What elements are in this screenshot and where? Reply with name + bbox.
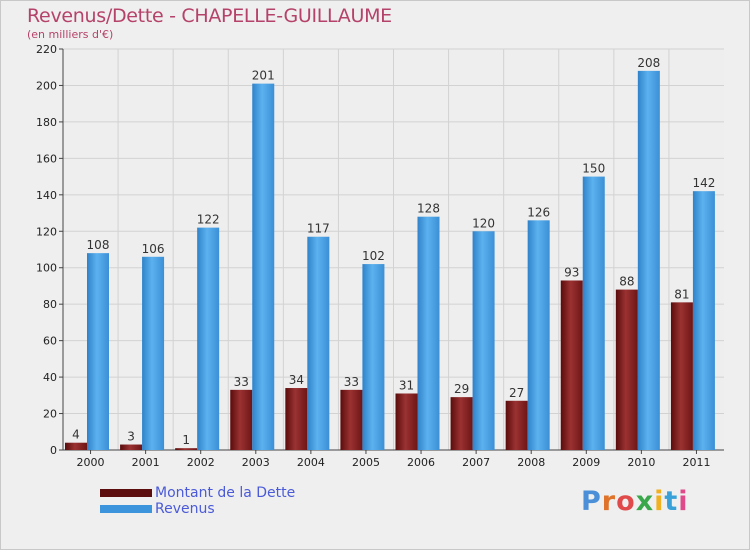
- x-tick-label: 2000: [77, 456, 105, 469]
- data-label-revenus: 106: [142, 242, 165, 256]
- legend-swatch-revenus: [100, 505, 152, 513]
- y-tick-label: 160: [36, 152, 57, 165]
- y-tick-label: 120: [36, 225, 57, 238]
- bar-revenus: [637, 70, 660, 450]
- x-tick-label: 2006: [407, 456, 435, 469]
- y-tick-label: 20: [43, 408, 57, 421]
- data-label-revenus: 117: [307, 222, 330, 236]
- data-label-revenus: 108: [87, 238, 110, 252]
- data-label-revenus: 122: [197, 213, 220, 227]
- bar-dette: [230, 389, 253, 450]
- data-label-dette: 81: [674, 287, 689, 301]
- bar-dette: [450, 397, 473, 450]
- x-tick-label: 2004: [297, 456, 325, 469]
- data-label-dette: 33: [234, 375, 249, 389]
- chart-subtitle: (en milliers d'€): [27, 28, 114, 41]
- bar-dette: [670, 302, 693, 450]
- data-label-dette: 33: [344, 375, 359, 389]
- x-tick-label: 2009: [572, 456, 600, 469]
- bar-revenus: [582, 176, 605, 450]
- bar-dette: [615, 289, 638, 450]
- y-tick-label: 100: [36, 262, 57, 275]
- data-label-revenus: 102: [362, 249, 385, 263]
- y-tick-label: 40: [43, 371, 57, 384]
- bar-revenus: [417, 216, 440, 450]
- data-label-dette: 3: [127, 430, 135, 444]
- legend-label-revenus: Revenus: [155, 501, 215, 517]
- bar-revenus: [472, 231, 495, 450]
- data-label-dette: 93: [564, 265, 579, 279]
- bar-dette: [285, 388, 308, 450]
- data-label-revenus: 120: [472, 216, 495, 230]
- bar-dette: [65, 442, 87, 450]
- bar-dette: [120, 444, 143, 450]
- y-tick-label: 180: [36, 116, 57, 129]
- y-tick-label: 220: [36, 43, 57, 56]
- logo-letter: r: [601, 486, 617, 517]
- legend-swatch-dette: [100, 489, 152, 497]
- logo-letter: x: [635, 486, 655, 517]
- x-tick-label: 2002: [187, 456, 215, 469]
- x-tick-label: 2001: [132, 456, 160, 469]
- bar-revenus: [87, 253, 109, 450]
- data-label-dette: 34: [289, 373, 304, 387]
- x-tick-label: 2003: [242, 456, 270, 469]
- bar-revenus: [692, 191, 715, 450]
- bar-revenus: [252, 83, 275, 450]
- y-tick-label: 200: [36, 79, 57, 92]
- y-tick-label: 80: [43, 298, 57, 311]
- x-tick-label: 2011: [682, 456, 710, 469]
- logo-letter: t: [664, 486, 679, 517]
- data-label-dette: 27: [509, 386, 524, 400]
- logo-letter: P: [581, 486, 602, 517]
- data-label-revenus: 126: [527, 205, 550, 219]
- y-tick-label: 60: [43, 335, 57, 348]
- data-label-dette: 31: [399, 378, 414, 392]
- data-label-dette: 1: [182, 433, 190, 447]
- legend-label-dette: Montant de la Dette: [155, 485, 296, 501]
- data-label-revenus: 128: [417, 202, 440, 216]
- x-tick-label: 2008: [517, 456, 545, 469]
- chart-title: Revenus/Dette - CHAPELLE-GUILLAUME: [27, 5, 392, 27]
- bar-dette: [560, 280, 583, 450]
- data-label-revenus: 201: [252, 69, 275, 83]
- x-tick-label: 2007: [462, 456, 490, 469]
- bar-dette: [175, 448, 198, 450]
- data-label-revenus: 150: [582, 162, 605, 176]
- bar-revenus: [362, 264, 385, 450]
- bar-revenus: [527, 220, 550, 450]
- data-label-dette: 88: [619, 275, 634, 289]
- x-tick-label: 2005: [352, 456, 380, 469]
- data-label-dette: 4: [72, 428, 80, 442]
- data-label-dette: 29: [454, 382, 469, 396]
- bar-dette: [505, 400, 528, 450]
- logo-letter: o: [616, 486, 636, 517]
- bar-revenus: [307, 236, 330, 450]
- bar-revenus: [197, 227, 220, 450]
- y-tick-label: 140: [36, 189, 57, 202]
- data-label-revenus: 208: [637, 56, 660, 70]
- logo-letter: i: [654, 486, 665, 517]
- x-tick-label: 2010: [627, 456, 655, 469]
- bar-revenus: [142, 256, 165, 450]
- bar-dette: [340, 389, 363, 450]
- data-label-revenus: 142: [692, 176, 715, 190]
- y-tick-label: 0: [50, 444, 57, 457]
- proxiti-logo: Proxiti: [581, 486, 689, 517]
- logo-letter: i: [678, 486, 689, 517]
- bar-dette: [395, 393, 418, 450]
